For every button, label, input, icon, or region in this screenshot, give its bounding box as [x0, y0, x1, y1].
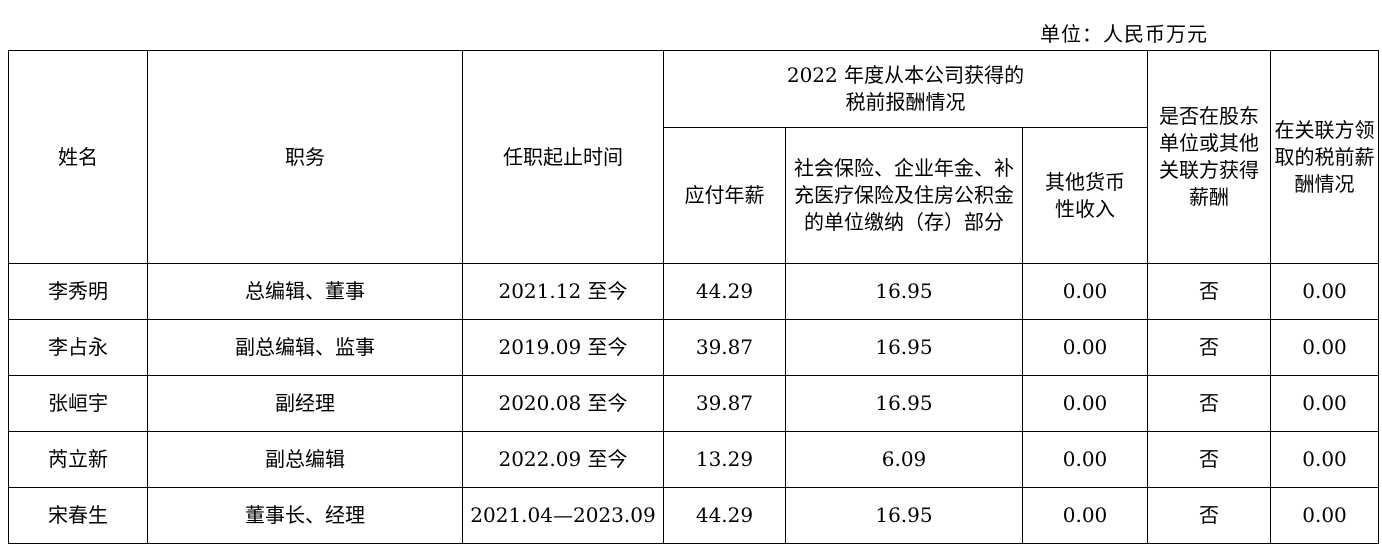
data-cell: 2020.08 至今: [462, 375, 664, 432]
data-cell: 39.87: [663, 319, 786, 376]
data-cell: 否: [1147, 319, 1271, 376]
data-cell: 副总编辑: [147, 431, 463, 488]
data-cell: 0.00: [1022, 263, 1148, 320]
data-cell: 2019.09 至今: [462, 319, 664, 376]
data-cell: 0.00: [1022, 375, 1148, 432]
header-cell: 社会保险、企业年金、补充医疗保险及住房公积金的单位缴纳（存）部分: [785, 127, 1023, 264]
data-cell: 13.29: [663, 431, 786, 488]
header-row: 应付年薪 社会保险、企业年金、补充医疗保险及住房公积金的单位缴纳（存）部分 其他…: [9, 127, 1379, 264]
header-cell: 应付年薪: [663, 127, 786, 264]
data-row: 宋春生 董事长、经理 2021.04—2023.09 44.29 16.95 0.00 否 0…: [8, 487, 1379, 544]
data-cell: 39.87: [663, 375, 786, 432]
data-cell: 否: [1147, 263, 1271, 320]
data-row: 李秀明 总编辑、董事 2021.12 至今 44.29 16.95 0.00 否 0.00: [8, 263, 1379, 320]
data-cell: 董事长、经理: [147, 487, 463, 544]
header-line: 税前报酬情况: [845, 90, 966, 114]
data-cell: 6.09: [785, 431, 1023, 488]
data-cell: 0.00: [1270, 431, 1379, 488]
data-cell: 16.95: [785, 375, 1023, 432]
data-cell: 总编辑、董事: [147, 263, 463, 320]
data-cell: 0.00: [1270, 319, 1379, 376]
header-cell: 姓名: [8, 50, 148, 264]
header-cell: 在关联方领取的税前薪酬情况: [1270, 50, 1379, 264]
salary-table: 姓名 职务 任职起止时间 2022 年度从本公司获得的 税前报酬情况 是否在股东单…: [8, 50, 1379, 544]
unit-label: 单位：人民币万元: [1040, 22, 1208, 46]
header-cell: 其他货币性收入: [1022, 127, 1148, 264]
table-body: 姓名 职务 任职起止时间 2022 年度从本公司获得的 税前报酬情况 是否在股东单…: [8, 50, 1379, 544]
data-cell: 0.00: [1270, 375, 1379, 432]
data-cell: 宋春生: [8, 487, 148, 544]
data-cell: 否: [1147, 431, 1271, 488]
header-row: 姓名 职务 任职起止时间 2022 年度从本公司获得的 税前报酬情况 是否在股东单…: [8, 50, 1379, 264]
data-cell: 否: [1147, 487, 1271, 544]
data-cell: 2022.09 至今: [462, 431, 664, 488]
data-cell: 芮立新: [8, 431, 148, 488]
data-cell: 0.00: [1022, 487, 1148, 544]
data-cell: 44.29: [663, 263, 786, 320]
header-cell: 职务: [147, 50, 463, 264]
data-cell: 李占永: [8, 319, 148, 376]
data-cell: 16.95: [785, 263, 1023, 320]
data-cell: 副总编辑、监事: [147, 319, 463, 376]
header-group-cell: 2022 年度从本公司获得的 税前报酬情况: [663, 50, 1148, 128]
data-cell: 0.00: [1022, 319, 1148, 376]
header-cell: 是否在股东单位或其他关联方获得薪酬: [1147, 50, 1271, 264]
data-cell: 张峘宇: [8, 375, 148, 432]
header-cell: 任职起止时间: [462, 50, 664, 264]
data-cell: 0.00: [1022, 431, 1148, 488]
data-cell: 李秀明: [8, 263, 148, 320]
data-cell: 副经理: [147, 375, 463, 432]
data-cell: 否: [1147, 375, 1271, 432]
header-line: 2022 年度从本公司获得的: [786, 63, 1025, 87]
data-row: 芮立新 副总编辑 2022.09 至今 13.29 6.09 0.00 否 0.00: [8, 431, 1379, 488]
data-cell: 44.29: [663, 487, 786, 544]
data-row: 李占永 副总编辑、监事 2019.09 至今 39.87 16.95 0.00 否 0.00: [8, 319, 1379, 376]
data-row: 张峘宇 副经理 2020.08 至今 39.87 16.95 0.00 否 0.00: [8, 375, 1379, 432]
data-cell: 16.95: [785, 487, 1023, 544]
data-cell: 2021.04—2023.09: [462, 487, 664, 544]
data-cell: 0.00: [1270, 263, 1379, 320]
data-cell: 16.95: [785, 319, 1023, 376]
data-cell: 0.00: [1270, 487, 1379, 544]
data-cell: 2021.12 至今: [462, 263, 664, 320]
